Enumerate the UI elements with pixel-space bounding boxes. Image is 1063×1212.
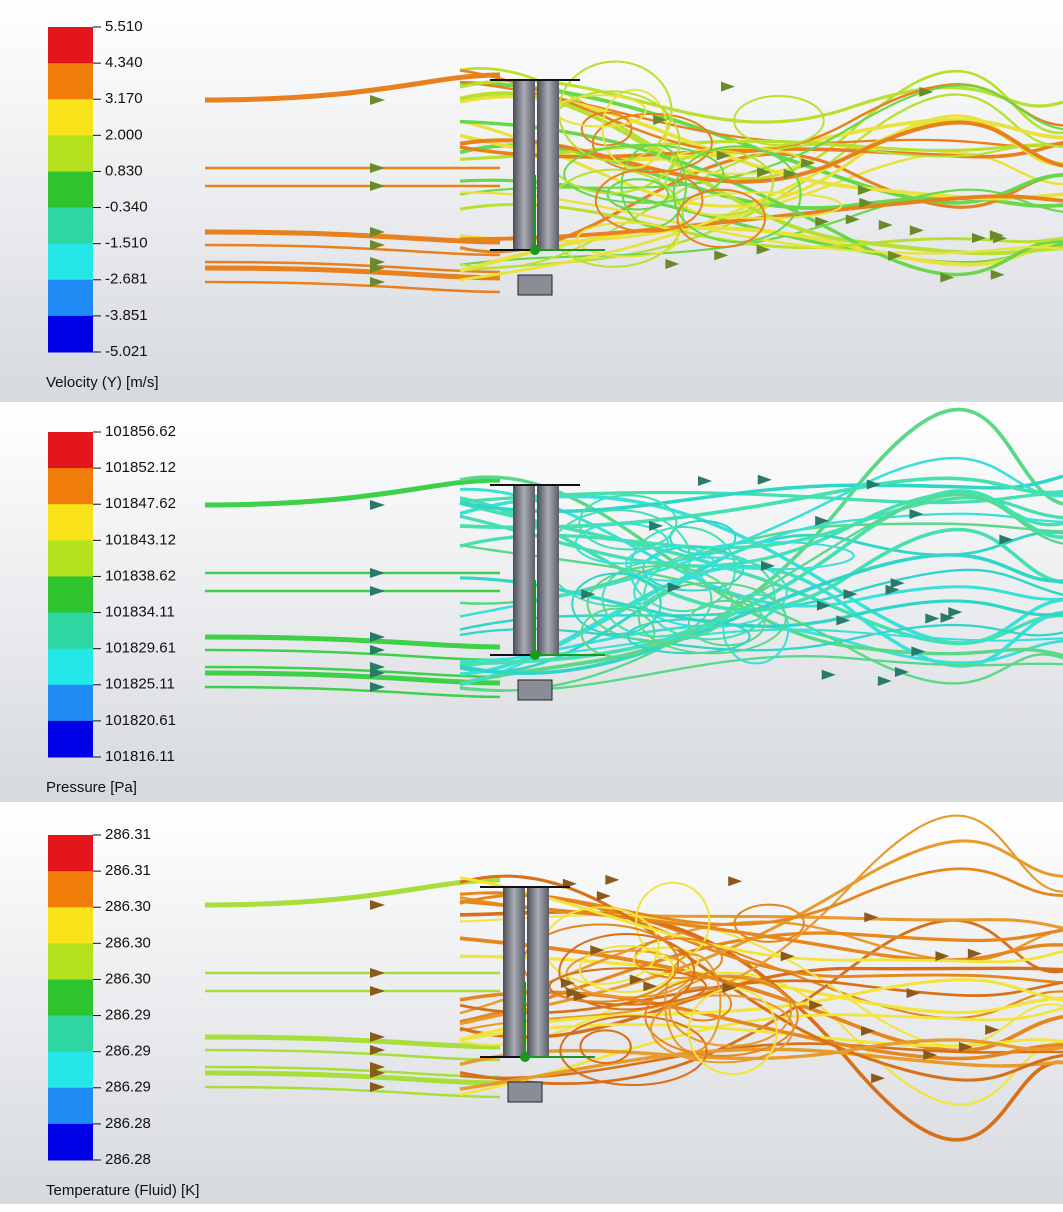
screenshot: 5.510 4.340 3.170 2.000 0.830 -0.340 -1.510 -2.… bbox=[0, 0, 1063, 1207]
legend-label: 286.30 bbox=[105, 934, 151, 951]
panel: 5.510 4.340 3.170 2.000 0.830 -0.340 -1.510 -2.… bbox=[0, 0, 1063, 405]
legend-label: 286.28 bbox=[105, 1151, 151, 1168]
legend-color-segment bbox=[48, 576, 93, 613]
legend-color-segment bbox=[48, 1124, 93, 1161]
page: {"panels": [ {"legend": ["5.510", "4.340… bbox=[0, 0, 1063, 1207]
cylinder bbox=[537, 485, 559, 655]
legend-color-segment bbox=[48, 316, 93, 353]
cylinder bbox=[527, 887, 549, 1057]
legend-label: -1.510 bbox=[105, 235, 148, 252]
legend-color-segment bbox=[48, 135, 93, 172]
origin bbox=[530, 650, 540, 660]
legend-label: 286.29 bbox=[105, 1079, 151, 1096]
legend-color-segment bbox=[48, 685, 93, 722]
panel: 101856.62 101852.12 101847.62 101843.12 1018… bbox=[0, 405, 1063, 805]
legend-label: 286.30 bbox=[105, 970, 151, 987]
legend-color-segment bbox=[48, 979, 93, 1016]
legend-color-segment bbox=[48, 613, 93, 650]
legend-label: 286.30 bbox=[105, 898, 151, 915]
legend-color-segment bbox=[48, 63, 93, 100]
legend-color-segment bbox=[48, 432, 93, 469]
origin bbox=[520, 1052, 530, 1062]
origin bbox=[530, 245, 540, 255]
legend-color-segment bbox=[48, 540, 93, 577]
legend-label: -3.851 bbox=[105, 307, 148, 324]
legend-label: 101847.62 bbox=[105, 495, 176, 512]
legend-label: 101856.62 bbox=[105, 423, 176, 440]
panel-divider bbox=[0, 402, 1063, 405]
legend-caption: Pressure [Pa] bbox=[46, 779, 137, 796]
panel: 286.31 286.31 286.30 286.30 286.30 286.29 286.… bbox=[0, 805, 1063, 1207]
legend-label: 101838.62 bbox=[105, 567, 176, 584]
legend-color-segment bbox=[48, 943, 93, 980]
legend-color-segment bbox=[48, 27, 93, 64]
legend-label: 286.28 bbox=[105, 1115, 151, 1132]
legend-color-segment bbox=[48, 99, 93, 136]
cylinder bbox=[513, 80, 535, 250]
legend-label: 101825.11 bbox=[105, 676, 175, 693]
legend-color-segment bbox=[48, 721, 93, 758]
base bbox=[518, 680, 552, 700]
legend-label: 5.510 bbox=[105, 18, 143, 35]
legend-color-segment bbox=[48, 907, 93, 944]
legend-label: 3.170 bbox=[105, 90, 143, 107]
legend-label: -2.681 bbox=[105, 271, 148, 288]
legend-color-segment bbox=[48, 280, 93, 317]
legend-color-segment bbox=[48, 504, 93, 541]
legend-color-segment bbox=[48, 871, 93, 908]
legend-color-segment bbox=[48, 649, 93, 686]
legend-caption: Velocity (Y) [m/s] bbox=[46, 374, 159, 391]
legend-label: 2.000 bbox=[105, 126, 143, 143]
legend-label: 101829.61 bbox=[105, 640, 176, 657]
legend-label: -5.021 bbox=[105, 343, 148, 360]
legend-color-segment bbox=[48, 835, 93, 872]
base bbox=[508, 1082, 542, 1102]
legend-label: 101820.61 bbox=[105, 712, 176, 729]
legend-color-segment bbox=[48, 1088, 93, 1125]
legend-label: 101852.12 bbox=[105, 459, 176, 476]
base bbox=[518, 275, 552, 295]
panel-divider bbox=[0, 802, 1063, 805]
legend-label: 286.31 bbox=[105, 826, 151, 843]
cylinder bbox=[503, 887, 525, 1057]
legend-color-segment bbox=[48, 468, 93, 505]
legend-color-segment bbox=[48, 171, 93, 208]
legend-color-segment bbox=[48, 1052, 93, 1089]
legend-label: 4.340 bbox=[105, 54, 143, 71]
legend-color-segment bbox=[48, 244, 93, 281]
legend-label: -0.340 bbox=[105, 199, 148, 216]
legend-color-segment bbox=[48, 1016, 93, 1053]
legend-label: 101843.12 bbox=[105, 531, 176, 548]
legend-caption: Temperature (Fluid) [K] bbox=[46, 1182, 199, 1199]
legend-label: 0.830 bbox=[105, 162, 143, 179]
legend-label: 286.29 bbox=[105, 1043, 151, 1060]
cylinder bbox=[513, 485, 535, 655]
cylinder bbox=[537, 80, 559, 250]
legend-label: 101834.11 bbox=[105, 604, 175, 621]
legend-label: 101816.11 bbox=[105, 748, 175, 765]
legend-label: 286.31 bbox=[105, 862, 151, 879]
legend-label: 286.29 bbox=[105, 1007, 151, 1024]
legend-color-segment bbox=[48, 208, 93, 245]
